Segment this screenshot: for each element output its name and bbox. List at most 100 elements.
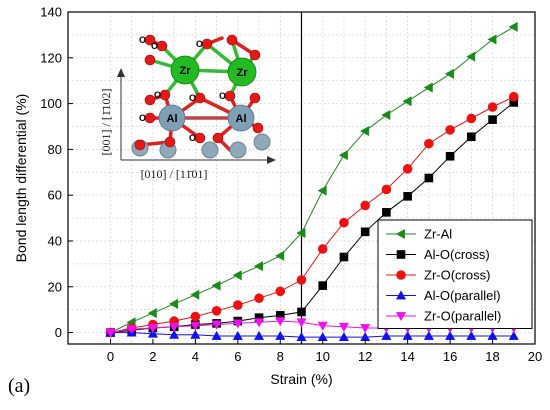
data-point — [487, 34, 497, 45]
legend-marker — [396, 250, 406, 259]
y-tick-label: 40 — [48, 233, 62, 248]
data-point — [211, 320, 222, 330]
data-point — [190, 289, 200, 300]
data-point — [508, 330, 519, 340]
inset-al-atom — [158, 104, 186, 132]
data-point — [254, 318, 265, 328]
data-point — [466, 113, 477, 124]
inset-o-atom — [144, 34, 156, 46]
inset-al-label: Al — [167, 113, 178, 125]
data-point — [423, 82, 433, 93]
inset-o-atom — [156, 40, 168, 52]
crystal-structure-inset: [001] / [1̄102][010] / [11̄01]O OO O OOOOZr… — [99, 34, 276, 181]
x-tick-label: 2 — [149, 349, 156, 364]
y-tick-label: 60 — [48, 188, 62, 203]
legend-marker — [395, 312, 407, 322]
data-point — [360, 227, 370, 237]
data-point — [339, 252, 349, 262]
legend-label: Al-O(parallel) — [424, 288, 501, 303]
inset-o-atom — [249, 92, 261, 104]
data-point — [297, 307, 306, 317]
data-point — [423, 330, 434, 340]
inset-y-arrow — [117, 68, 125, 77]
legend-marker — [395, 228, 405, 240]
x-tick-label: 10 — [315, 349, 329, 364]
inset-background-atom — [201, 141, 219, 159]
data-point — [466, 51, 476, 62]
plot-frame — [67, 11, 536, 345]
legend-entry: Zr-O(cross) — [386, 268, 490, 283]
legend-entry: Al-O(parallel) — [386, 288, 501, 303]
inset-o-label: O — [196, 39, 203, 49]
x-tick-label: 8 — [277, 349, 284, 364]
series-3 — [105, 327, 519, 342]
data-point — [253, 261, 263, 272]
legend-label: Al-O(cross) — [424, 247, 490, 262]
data-point — [105, 328, 116, 338]
x-tick-label: 6 — [234, 349, 241, 364]
data-point — [296, 332, 307, 342]
legend-entry: Zr-Al — [386, 227, 452, 242]
data-point — [360, 324, 371, 334]
data-point — [296, 275, 307, 285]
data-point — [382, 208, 391, 217]
data-point — [275, 250, 285, 261]
inset-zr-atom — [170, 55, 200, 85]
data-point — [317, 244, 328, 254]
legend-label: Zr-O(parallel) — [424, 309, 501, 324]
inset-o-atom — [164, 136, 176, 148]
inset-o-atom — [212, 132, 224, 144]
y-tick-label: 100 — [40, 96, 62, 111]
inset-o-label: O — [189, 133, 196, 143]
x-tick-label: 0 — [107, 349, 114, 364]
data-point — [254, 330, 265, 340]
data-point — [169, 322, 180, 332]
data-point — [211, 280, 221, 291]
inset-o-label: O — [139, 113, 146, 123]
x-tick-label: 20 — [528, 349, 542, 364]
data-point — [190, 321, 201, 331]
data-point — [233, 300, 243, 310]
inset-background-atom — [229, 141, 247, 159]
y-tick-label: 140 — [40, 5, 62, 20]
y-tick-label: 20 — [48, 279, 62, 294]
data-point — [211, 330, 222, 340]
data-point — [232, 319, 243, 329]
y-tick-label: 120 — [40, 50, 62, 65]
data-point — [211, 305, 222, 316]
inset-zr-atom — [227, 57, 257, 87]
data-point — [254, 293, 264, 304]
inset-o-atom — [144, 54, 156, 66]
legend-marker — [395, 290, 407, 300]
inset-al-atom — [227, 104, 255, 132]
data-point — [508, 21, 518, 32]
x-tick-label: 4 — [192, 349, 199, 364]
data-point — [445, 125, 455, 135]
data-point — [445, 151, 455, 161]
data-point — [296, 227, 306, 238]
inset-o-atom — [134, 139, 146, 151]
data-point — [403, 192, 412, 201]
data-point — [169, 329, 180, 339]
data-point — [444, 68, 454, 79]
legend-marker — [396, 270, 406, 280]
inset-o-label: O — [219, 91, 226, 101]
inset-o-label: O — [139, 35, 146, 45]
data-point — [467, 132, 476, 142]
data-point — [232, 270, 242, 281]
y-tick-label: 80 — [48, 142, 62, 157]
inset-o-atom — [252, 122, 264, 134]
inset-x-arrow — [267, 156, 276, 164]
y-axis-title: Bond length differential (%) — [13, 94, 29, 263]
inset-o-atom — [194, 92, 206, 104]
data-point — [424, 173, 434, 183]
legend-label: Zr-O(cross) — [424, 268, 490, 283]
data-point — [147, 328, 158, 338]
x-tick-label: 16 — [443, 349, 457, 364]
data-point — [339, 217, 349, 228]
data-point — [360, 200, 370, 211]
axis-ticks: 0 2 4 6 8 10 12 14 16 18 20 0 20 40 60 80 100 120 140 — [40, 5, 542, 365]
inset-axes: [001] / [1̄102] [010] / [11̄01] — [99, 68, 276, 181]
data-point — [508, 91, 519, 102]
